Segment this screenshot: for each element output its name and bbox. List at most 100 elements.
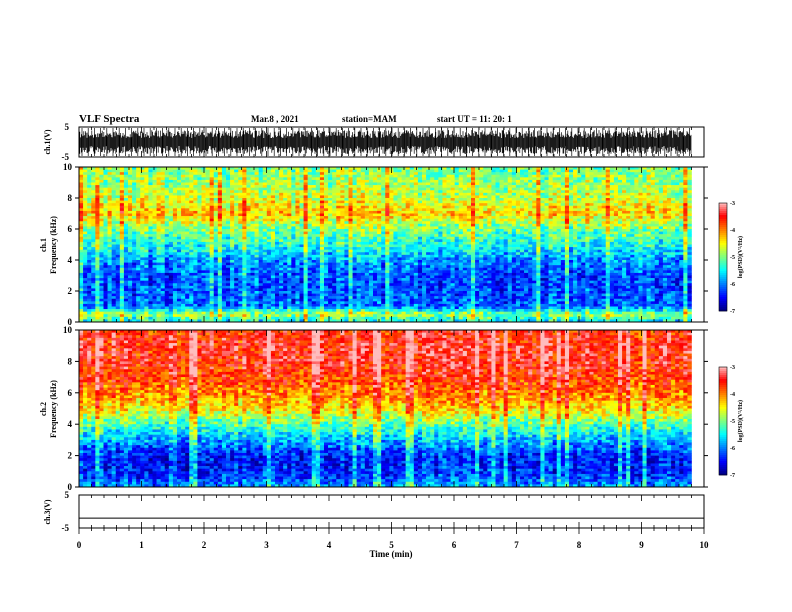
spectrogram-cell bbox=[123, 278, 129, 281]
spectrogram-cell bbox=[250, 298, 255, 302]
spectrogram-cell bbox=[234, 213, 239, 217]
spectrogram-cell bbox=[213, 223, 219, 227]
spectrogram-cell bbox=[79, 208, 84, 212]
spectrogram-cell bbox=[381, 208, 386, 212]
spectrogram-cell bbox=[83, 241, 88, 245]
spectrogram-cell bbox=[99, 278, 104, 281]
spectrogram-cell bbox=[262, 239, 268, 243]
spectrogram-cell bbox=[148, 285, 153, 289]
spectrogram-cell bbox=[115, 270, 121, 274]
spectrogram-cell bbox=[177, 275, 182, 279]
spectrogram-cell bbox=[205, 257, 210, 261]
spectrogram-cell bbox=[405, 309, 411, 312]
spectrogram-cell bbox=[303, 270, 308, 274]
spectrogram-cell bbox=[393, 192, 398, 196]
spectrogram-cell bbox=[152, 221, 157, 225]
spectrogram-cell bbox=[405, 203, 411, 207]
spectrogram-cell bbox=[205, 303, 210, 307]
spectrogram-cell bbox=[132, 226, 137, 230]
spectrogram-cell bbox=[348, 203, 353, 207]
spectrogram-cell bbox=[177, 200, 182, 204]
spectrogram-cell bbox=[364, 192, 370, 196]
spectrogram-cell bbox=[311, 218, 317, 222]
spectrogram-cell bbox=[148, 257, 153, 261]
spectrogram-cell bbox=[319, 218, 325, 222]
spectrogram-cell bbox=[128, 296, 133, 300]
spectrogram-cell bbox=[189, 174, 194, 178]
spectrogram-cell bbox=[381, 223, 386, 227]
spectrogram-cell bbox=[283, 244, 288, 248]
spectrogram-cell bbox=[270, 303, 276, 307]
spectrogram-cell bbox=[181, 167, 186, 170]
spectrogram-cell bbox=[368, 236, 374, 240]
spectrogram-cell bbox=[238, 270, 243, 274]
spectrogram-cell bbox=[328, 218, 333, 222]
spectrogram-cell bbox=[254, 303, 259, 307]
spectrogram-cell bbox=[144, 185, 149, 188]
spectrogram-cell bbox=[148, 272, 153, 276]
spectrogram-cell bbox=[409, 231, 415, 235]
spectrogram-cell bbox=[234, 223, 239, 227]
spectrogram-cell bbox=[242, 190, 247, 194]
spectrogram-cell bbox=[87, 285, 92, 289]
spectrogram-cell bbox=[360, 213, 366, 217]
spectrogram-cell bbox=[315, 296, 321, 300]
spectrogram-cell bbox=[156, 270, 161, 274]
spectrogram-cell bbox=[197, 200, 202, 204]
spectrogram-cell bbox=[209, 221, 215, 225]
spectrogram-cell bbox=[99, 303, 104, 307]
spectrogram-cell bbox=[409, 267, 415, 271]
spectrogram-cell bbox=[164, 254, 170, 258]
spectrogram-cell bbox=[213, 234, 219, 238]
spectrogram-cell bbox=[303, 167, 308, 170]
spectrogram-cell bbox=[193, 291, 198, 294]
spectrogram-cell bbox=[352, 167, 357, 170]
spectrogram-cell bbox=[405, 303, 411, 307]
spectrogram-cell bbox=[111, 216, 117, 219]
spectrogram-cell bbox=[217, 167, 223, 170]
spectrogram-cell bbox=[397, 195, 402, 199]
spectrogram-cell bbox=[221, 236, 227, 240]
spectrogram-cell bbox=[393, 260, 398, 263]
spectrogram-cell bbox=[307, 208, 313, 212]
spectrogram-cell bbox=[368, 229, 374, 232]
spectrogram-cell bbox=[397, 252, 402, 256]
spectrogram-cell bbox=[160, 190, 166, 194]
spectrogram-cell bbox=[307, 283, 313, 287]
spectrogram-cell bbox=[152, 278, 157, 281]
spectrogram-cell bbox=[409, 226, 415, 230]
spectrogram-cell bbox=[266, 247, 272, 250]
spectrogram-cell bbox=[373, 234, 378, 238]
spectrogram-cell bbox=[172, 275, 178, 279]
spectrogram-cell bbox=[413, 174, 419, 178]
spectrogram-cell bbox=[324, 291, 329, 294]
spectrogram-cell bbox=[405, 210, 411, 214]
spectrogram-cell bbox=[103, 265, 108, 269]
spectrogram-cell bbox=[144, 291, 149, 294]
spectrogram-cell bbox=[409, 218, 415, 222]
spectrogram-cell bbox=[377, 314, 382, 318]
spectrogram-cell bbox=[364, 216, 370, 219]
spectrogram-cell bbox=[389, 239, 394, 243]
spectrogram-cell bbox=[315, 278, 321, 281]
spectrogram-cell bbox=[177, 198, 182, 201]
spectrogram-cell bbox=[324, 187, 329, 191]
spectrogram-cell bbox=[123, 198, 129, 201]
spectrogram-cell bbox=[328, 226, 333, 230]
spectrogram-cell bbox=[95, 177, 100, 181]
spectrogram-cell bbox=[99, 241, 104, 245]
spectrogram-cell bbox=[258, 239, 264, 243]
spectrogram-cell bbox=[336, 301, 341, 305]
spectrogram-cell bbox=[393, 293, 398, 297]
spectrogram-cell bbox=[209, 278, 215, 281]
spectrogram-cell bbox=[115, 236, 121, 240]
spectrogram-cell bbox=[393, 174, 398, 178]
spectrogram-cell bbox=[226, 182, 231, 186]
spectrogram-cell bbox=[381, 260, 386, 263]
spectrogram-cell bbox=[377, 298, 382, 302]
spectrogram-cell bbox=[201, 247, 206, 250]
spectrogram-cell bbox=[217, 314, 223, 318]
spectrogram-cell bbox=[172, 210, 178, 214]
spectrogram-cell bbox=[221, 241, 227, 245]
spectrogram-cell bbox=[144, 270, 149, 274]
